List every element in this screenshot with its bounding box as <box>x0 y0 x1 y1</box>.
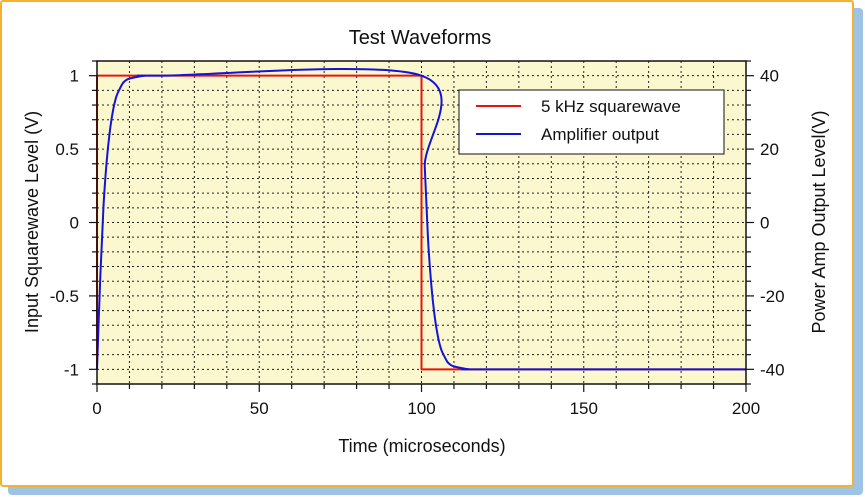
y-tick-label-left: -1 <box>64 360 79 379</box>
x-tick-label: 50 <box>250 399 269 418</box>
legend-box <box>458 89 725 155</box>
y-tick-label-right: 40 <box>760 67 779 86</box>
y-tick-label-left: -0.5 <box>50 287 79 306</box>
x-tick-label: 100 <box>407 399 435 418</box>
y-tick-label-right: -20 <box>760 287 785 306</box>
series-line-amplifier <box>96 67 746 371</box>
y-tick-label-right: 20 <box>760 140 779 159</box>
legend-label-amplifier: Amplifier output <box>541 125 659 144</box>
y-axis-label-left: Input Squarewave Level (V) <box>22 111 42 333</box>
x-axis-label: Time (microseconds) <box>338 436 505 456</box>
legend-label-squarewave: 5 kHz squarewave <box>541 97 681 116</box>
y-tick-label-left: 0.5 <box>55 140 79 159</box>
y-tick-label-left: 1 <box>70 67 79 86</box>
x-tick-label: 0 <box>92 399 101 418</box>
chart-title: Test Waveforms <box>349 27 492 49</box>
y-axis-label-right: Power Amp Output Level(V) <box>809 110 829 333</box>
y-tick-label-left: 0 <box>70 214 79 233</box>
y-tick-label-right: 0 <box>760 214 769 233</box>
y-tick-label-right: -40 <box>760 360 785 379</box>
x-tick-label: 200 <box>732 399 760 418</box>
axis-ticks <box>89 60 754 392</box>
x-tick-label: 150 <box>570 399 598 418</box>
legend: 5 kHz squarewave Amplifier output <box>458 89 725 155</box>
